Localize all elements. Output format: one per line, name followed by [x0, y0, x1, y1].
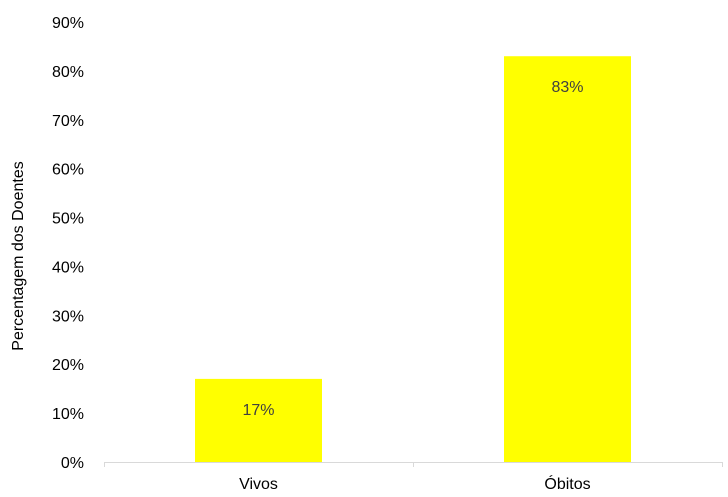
y-tick-label: 40%: [52, 259, 84, 276]
bars: [195, 56, 631, 462]
y-tick-label: 50%: [52, 211, 84, 228]
category-label: Vivos: [239, 476, 278, 493]
y-tick-label: 20%: [52, 357, 84, 374]
y-axis-title-group: Percentagem dos Doentes: [10, 161, 27, 350]
y-tick-label: 60%: [52, 162, 84, 179]
bar-0: [195, 378, 322, 462]
bar-data-label: 17%: [242, 402, 274, 419]
bar-data-labels: 17% 83%: [242, 79, 583, 419]
bar-1: [504, 56, 631, 462]
y-tick-label: 30%: [52, 308, 84, 325]
y-tick-labels: 0% 10% 20% 30% 40% 50% 60% 70% 80% 90%: [52, 15, 84, 472]
category-labels: Vivos Óbitos: [239, 474, 591, 493]
x-tick-marks: [104, 462, 723, 467]
bar-data-label: 83%: [551, 79, 583, 96]
y-tick-label: 0%: [61, 455, 84, 472]
y-tick-label: 90%: [52, 15, 84, 32]
y-tick-label: 70%: [52, 113, 84, 130]
category-label: Óbitos: [544, 474, 590, 493]
y-axis-title: Percentagem dos Doentes: [10, 161, 27, 350]
y-tick-label: 80%: [52, 64, 84, 81]
y-tick-label: 10%: [52, 406, 84, 423]
